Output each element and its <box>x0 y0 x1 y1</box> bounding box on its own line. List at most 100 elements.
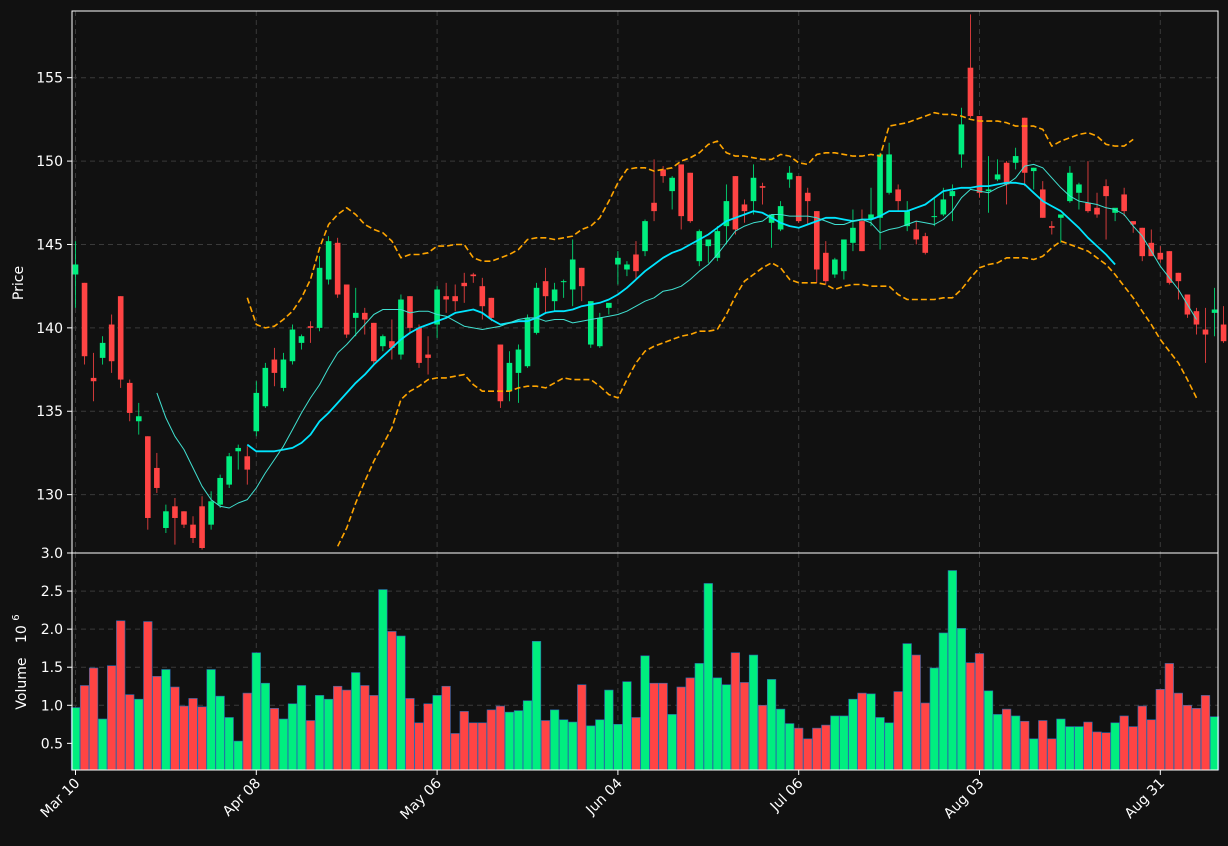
candle-body <box>1049 226 1055 228</box>
volume-bar <box>1002 708 1012 771</box>
candle-body <box>931 216 938 218</box>
volume-bar <box>920 702 930 771</box>
volume-bar <box>161 669 171 771</box>
candle-body <box>117 296 124 380</box>
candle-body <box>732 176 739 230</box>
candle-body <box>687 172 694 222</box>
candle-body <box>940 199 947 215</box>
candle-body <box>154 467 160 488</box>
volume-bar <box>1155 688 1165 771</box>
volume-bar <box>839 715 849 771</box>
volume-bar <box>179 705 189 771</box>
candle-body <box>497 344 504 402</box>
volume-bar <box>468 722 478 771</box>
candle-body <box>696 231 703 262</box>
volume-bar <box>1101 732 1111 771</box>
volume-bar <box>98 718 108 771</box>
candle-body <box>199 506 205 548</box>
volume-bar <box>360 685 370 771</box>
volume-bar <box>287 703 298 771</box>
candle-body <box>994 174 1001 180</box>
axes <box>71 10 1219 771</box>
volume-bar <box>143 621 153 771</box>
candle-body <box>135 416 142 422</box>
candle-body <box>416 327 422 363</box>
volume-bar <box>125 694 135 771</box>
candle-body <box>81 282 88 357</box>
volume-bar <box>992 714 1003 771</box>
volume-tick-label: 0.5 <box>41 736 63 752</box>
candle-body <box>262 367 269 407</box>
volume-tick-label: 2.5 <box>41 584 63 600</box>
volume-bar <box>974 653 985 771</box>
volume-bar <box>1173 692 1183 771</box>
volume-bar <box>260 682 270 771</box>
volume-bar <box>116 620 126 771</box>
volume-bar <box>830 715 840 771</box>
volume-bar <box>351 672 361 771</box>
candle-body <box>660 169 666 177</box>
volume-bar <box>640 655 650 771</box>
candle-body <box>208 501 214 525</box>
volume-bar <box>821 724 831 771</box>
candle-body <box>723 201 730 227</box>
candle-body <box>823 252 829 282</box>
volume-bar <box>269 708 279 771</box>
volume-bar <box>278 718 289 771</box>
candle-body <box>958 124 965 155</box>
band_upper-line <box>246 111 1134 329</box>
candle-body <box>633 254 639 272</box>
indicator-lines <box>156 111 1198 547</box>
volume-bar <box>369 695 379 771</box>
candle-body <box>99 342 106 358</box>
volume-bar <box>550 709 560 771</box>
volume-bar <box>396 635 406 771</box>
candle-body <box>515 349 522 373</box>
candle-body <box>741 204 748 212</box>
candle-body <box>298 336 305 343</box>
candle-body <box>886 154 892 193</box>
volume-bar <box>1200 695 1211 771</box>
volume-bar <box>658 682 668 771</box>
price-tick-label: 130 <box>36 488 63 504</box>
volume-bar <box>450 733 460 771</box>
candle-body <box>506 362 513 392</box>
candle-body <box>615 257 621 265</box>
candle-body <box>371 322 377 362</box>
candle-body <box>786 172 793 180</box>
volume-bar <box>215 695 225 771</box>
candle-body <box>551 289 558 302</box>
volume-bar <box>613 724 623 771</box>
candle-body <box>307 326 314 328</box>
volume-bar <box>1146 719 1156 771</box>
candle-body <box>1130 221 1136 225</box>
volume-bar <box>911 654 921 771</box>
candle-body <box>524 317 531 367</box>
volume-bar <box>486 709 496 771</box>
candle-body <box>1193 311 1200 325</box>
volume-bar <box>559 719 569 771</box>
candle-body <box>217 477 223 505</box>
candle-body <box>316 267 323 328</box>
candlesticks <box>72 14 1227 550</box>
volume-bar <box>296 685 307 771</box>
volume-bar <box>1092 731 1102 771</box>
volume-bar <box>324 698 334 771</box>
volume-bar <box>983 690 994 771</box>
candle-body <box>904 211 910 227</box>
volume-bar <box>251 652 261 771</box>
volume-tick-label: 2.0 <box>41 622 63 638</box>
price-axis-label: Price <box>11 266 27 300</box>
volume-bar <box>206 669 216 771</box>
candle-body <box>1157 252 1164 260</box>
volume-bar <box>88 667 99 771</box>
candle-body <box>669 177 675 192</box>
volume-panel-frame <box>71 552 1219 771</box>
volume-bar <box>459 711 469 771</box>
volume-bar <box>857 692 867 771</box>
candle-body <box>1085 202 1091 212</box>
volume-bar <box>721 684 731 771</box>
candle-body <box>443 296 449 300</box>
volume-bar <box>812 727 822 771</box>
volume-bar <box>875 717 885 771</box>
